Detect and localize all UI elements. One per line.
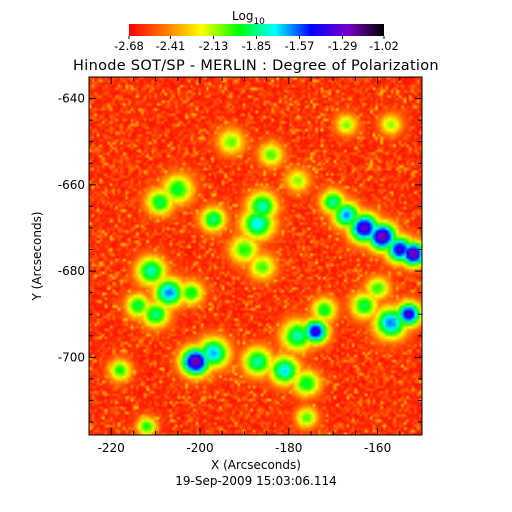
colorbar-tick-label: -1.85 — [242, 39, 272, 53]
date-label: 19-Sep-2009 15:03:06.114 — [175, 474, 337, 488]
y-tick-label: -660 — [58, 178, 85, 192]
colorbar-tick-label: -2.68 — [114, 39, 144, 53]
colorbar-ticks: -2.68 -2.41 -2.13 -1.85 -1.57 -1.29 -1.02 — [114, 36, 399, 53]
colorbar-title-base: Log — [232, 9, 253, 23]
plot-area: -220 -200 -180 -160 -640 -660 -680 -700 — [58, 76, 423, 455]
colorbar-title: Log10 — [232, 9, 265, 27]
colorbar-tick-label: -2.13 — [199, 39, 229, 53]
colorbar-tick-label: -1.57 — [285, 39, 315, 53]
y-tick-label: -680 — [58, 264, 85, 278]
x-tick-label: -220 — [98, 441, 125, 455]
x-axis-title: X (Arcseconds) — [211, 458, 301, 472]
y-axis-title: Y (Arcseconds) — [30, 211, 44, 301]
x-tick-label: -200 — [186, 441, 213, 455]
chart-title: Hinode SOT/SP - MERLIN : Degree of Polar… — [73, 58, 439, 74]
colorbar-gradient — [129, 24, 384, 36]
colorbar: Log10 -2.68 -2.41 -2.13 -1.85 -1.57 -1.29 -1.0… — [114, 9, 399, 53]
y-tick-label: -700 — [58, 350, 85, 364]
heatmap-image — [89, 77, 422, 435]
colorbar-tick-label: -1.02 — [369, 39, 399, 53]
colorbar-tick-label: -1.29 — [328, 39, 358, 53]
x-tick-label: -160 — [364, 441, 391, 455]
colorbar-tick-label: -2.41 — [156, 39, 186, 53]
y-tick-label: -640 — [58, 92, 85, 106]
plot-frame — [88, 76, 423, 436]
x-axis: -220 -200 -180 -160 — [88, 77, 423, 455]
y-axis: -640 -660 -680 -700 — [58, 76, 422, 423]
x-tick-label: -180 — [275, 441, 302, 455]
colorbar-title-subscript: 10 — [253, 17, 265, 27]
